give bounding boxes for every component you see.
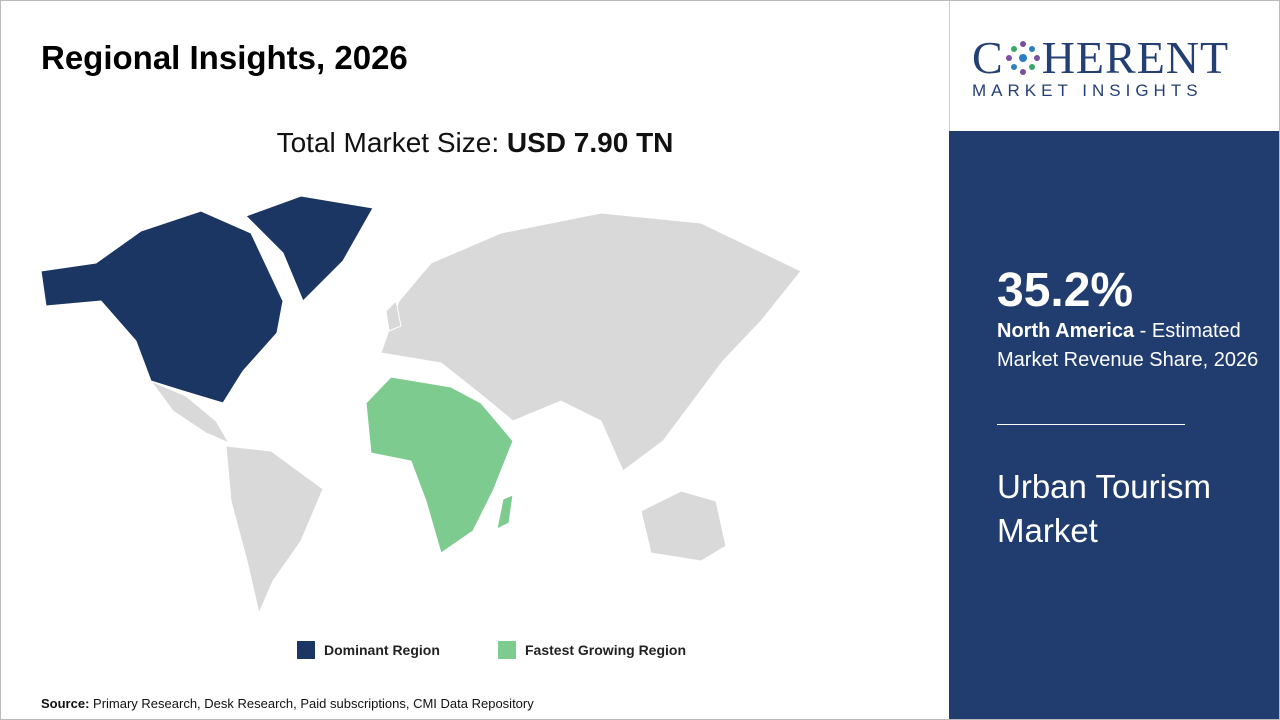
- legend-label: Dominant Region: [324, 642, 440, 658]
- legend-dominant: Dominant Region: [297, 641, 440, 659]
- title: Regional Insights, 2026: [41, 39, 408, 76]
- share-description: North America - Estimated Market Revenue…: [997, 317, 1267, 375]
- market-name: Urban Tourism Market: [997, 468, 1211, 549]
- logo-name: C HERENT: [972, 31, 1229, 84]
- africa: [365, 376, 514, 554]
- source: Source: Primary Research, Desk Research,…: [41, 696, 534, 711]
- source-text: Primary Research, Desk Research, Paid su…: [93, 696, 534, 711]
- divider: [997, 424, 1185, 425]
- north-america: [40, 210, 284, 404]
- legend-fastest: Fastest Growing Region: [498, 641, 686, 659]
- market-size-label: Total Market Size:: [276, 127, 500, 158]
- market-size: Total Market Size: USD 7.90 TN: [1, 127, 949, 159]
- eurasia: [380, 212, 802, 472]
- logo-globe: [1005, 40, 1040, 75]
- legend-label: Fastest Growing Region: [525, 642, 687, 658]
- logo-left: C: [972, 32, 1004, 83]
- central-america: [149, 379, 231, 445]
- source-label: Source:: [41, 696, 90, 711]
- uk: [385, 299, 402, 332]
- australia: [640, 490, 727, 562]
- madagascar: [496, 494, 514, 530]
- greenland: [245, 195, 374, 302]
- world-map: [40, 195, 802, 615]
- south-america: [225, 445, 324, 615]
- legend-swatch: [297, 641, 315, 659]
- description: - Estimated Market Revenue Share, 2026: [997, 320, 1259, 371]
- logo-tagline: MARKET INSIGHTS: [972, 81, 1203, 100]
- logo-right: HERENT: [1041, 32, 1230, 83]
- share-value: 35.2%: [997, 264, 1134, 317]
- market-size-value: USD 7.90 TN: [506, 127, 674, 158]
- region: North America: [997, 320, 1135, 342]
- logo: C HERENT MARKET INSIGHTS: [949, 1, 1279, 131]
- legend-swatch: [498, 641, 516, 659]
